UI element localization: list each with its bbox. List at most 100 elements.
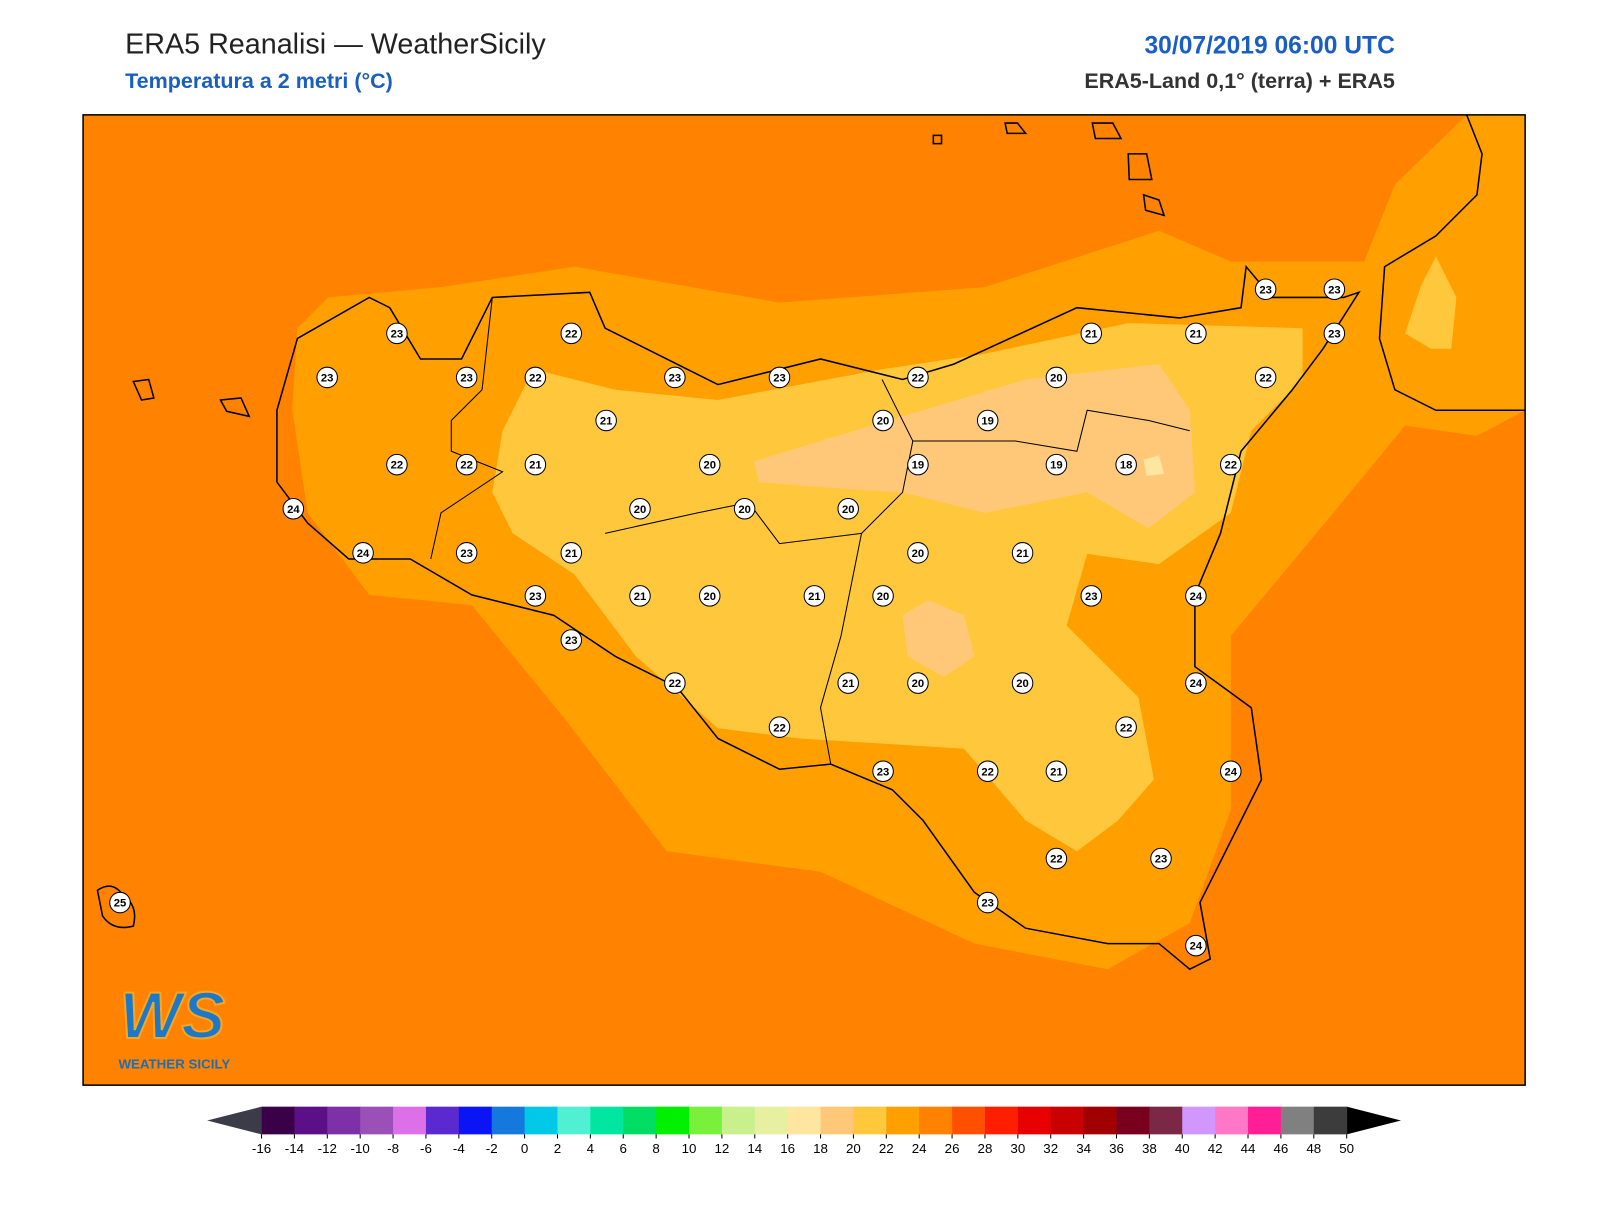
station-value: 20 bbox=[1050, 373, 1063, 385]
station-value: 21 bbox=[600, 416, 613, 428]
station-value: 22 bbox=[981, 766, 994, 778]
colorbar-tick-label: 28 bbox=[978, 1141, 993, 1156]
station-marker bbox=[1011, 672, 1034, 694]
station-marker bbox=[629, 585, 651, 607]
colorbar-swatch bbox=[656, 1106, 690, 1135]
islands bbox=[132, 122, 1166, 418]
colorbar-swatch bbox=[1248, 1106, 1282, 1135]
station-value: 24 bbox=[287, 504, 300, 516]
station-marker bbox=[976, 409, 999, 432]
station-marker bbox=[907, 453, 929, 476]
station-value: 22 bbox=[460, 460, 473, 472]
station-marker bbox=[1254, 278, 1277, 300]
station-marker bbox=[1115, 453, 1137, 476]
colorbar-tick-label: 26 bbox=[945, 1141, 960, 1156]
province-borders bbox=[912, 409, 1190, 452]
colorbar-under bbox=[207, 1106, 262, 1135]
station-marker bbox=[1045, 453, 1068, 476]
station-value: 21 bbox=[565, 548, 578, 560]
colorbar-swatch bbox=[820, 1106, 854, 1135]
colorbar-tick-label: 22 bbox=[879, 1141, 894, 1156]
colorbar-swatch bbox=[1083, 1106, 1118, 1135]
map: 23 22 23 23 22 23 23 22 21 21 23 23 23 20 22 21 20 19 22 22… bbox=[82, 114, 1526, 1086]
station-marker bbox=[698, 585, 721, 607]
zone-20-22 bbox=[1405, 256, 1457, 349]
station-value: 23 bbox=[981, 898, 994, 910]
colorbar-tick-label: 50 bbox=[1339, 1141, 1354, 1156]
colorbar-tick-label: -4 bbox=[453, 1141, 465, 1156]
colorbar-tick-label: 42 bbox=[1208, 1141, 1223, 1156]
station-value: 24 bbox=[1190, 678, 1203, 690]
station-value: 22 bbox=[1259, 373, 1272, 385]
colorbar-tick-label: -16 bbox=[252, 1141, 271, 1156]
colorbar-tick-label: 0 bbox=[521, 1141, 528, 1156]
station-marker bbox=[1185, 672, 1207, 694]
station-marker bbox=[455, 542, 478, 564]
station-value: 22 bbox=[529, 373, 542, 385]
station-value: 21 bbox=[634, 591, 647, 603]
colorbar-swatch bbox=[1215, 1106, 1249, 1135]
station-value: 18 bbox=[1120, 460, 1133, 472]
station-marker bbox=[1150, 847, 1172, 870]
zone-16-18 bbox=[1143, 455, 1165, 476]
station-marker bbox=[1045, 847, 1068, 870]
colorbar-swatch bbox=[919, 1106, 953, 1135]
station-marker bbox=[698, 453, 721, 476]
station-value: 23 bbox=[1155, 854, 1168, 866]
colorbar-over bbox=[1346, 1106, 1402, 1135]
station-value: 23 bbox=[773, 373, 786, 385]
colorbar-swatch bbox=[1050, 1106, 1085, 1135]
station-value: 20 bbox=[703, 591, 716, 603]
station-marker bbox=[907, 366, 929, 389]
station-marker bbox=[524, 366, 547, 389]
station-marker bbox=[524, 585, 547, 607]
station-marker bbox=[664, 366, 686, 389]
station-value: 20 bbox=[877, 591, 890, 603]
colorbar-tick-label: 48 bbox=[1306, 1141, 1321, 1156]
station-value: 23 bbox=[321, 373, 334, 385]
station-value: 22 bbox=[565, 328, 578, 340]
colorbar-tick-label: 8 bbox=[652, 1141, 659, 1156]
colorbar-swatch bbox=[1149, 1106, 1183, 1135]
colorbar-swatch bbox=[393, 1106, 427, 1135]
station-marker bbox=[664, 672, 686, 694]
station-value: 22 bbox=[773, 722, 786, 734]
colorbar-swatch bbox=[491, 1106, 526, 1135]
map-frame bbox=[82, 114, 1526, 1086]
station-marker bbox=[1080, 322, 1103, 345]
colorbar-tick-label: -6 bbox=[420, 1141, 432, 1156]
station-marker bbox=[386, 453, 408, 476]
station-value: 22 bbox=[912, 373, 925, 385]
colorbar-tick-label: 30 bbox=[1010, 1141, 1025, 1156]
station-value: 22 bbox=[391, 460, 404, 472]
province-borders bbox=[430, 297, 504, 560]
colorbar-swatch bbox=[952, 1106, 986, 1135]
station-value: 19 bbox=[1050, 460, 1063, 472]
station-value: 21 bbox=[1190, 328, 1203, 340]
station-value: 20 bbox=[912, 548, 925, 560]
station-value: 20 bbox=[1016, 678, 1029, 690]
colorbar-tick-label: 2 bbox=[554, 1141, 561, 1156]
colorbar: -16 -14 -12 -10 -8 -6 -4 -2 0 2 4 6 8 10 12 14 16 18 20 22 2… bbox=[207, 1106, 1402, 1156]
station-marker bbox=[524, 453, 547, 476]
station-value: 23 bbox=[460, 548, 473, 560]
station-marker bbox=[976, 891, 999, 914]
station-value: 21 bbox=[1050, 766, 1063, 778]
station-value: 20 bbox=[738, 504, 751, 516]
station-value: 23 bbox=[1328, 328, 1341, 340]
colorbar-swatch bbox=[623, 1106, 657, 1135]
station-marker bbox=[455, 366, 478, 389]
colorbar-swatch bbox=[524, 1106, 558, 1135]
colorbar-swatch bbox=[853, 1106, 887, 1135]
colorbar-tick-label: -10 bbox=[351, 1141, 370, 1156]
colorbar-tick-label: 38 bbox=[1142, 1141, 1157, 1156]
station-value: 19 bbox=[981, 416, 994, 428]
station-value: 23 bbox=[669, 373, 682, 385]
logo-text: WEATHER SICILY bbox=[118, 1057, 230, 1072]
colorbar-swatch bbox=[557, 1106, 591, 1135]
station-value: 21 bbox=[529, 460, 542, 472]
colorbar-tick-label: 4 bbox=[587, 1141, 595, 1156]
station-marker bbox=[837, 672, 859, 694]
station-marker bbox=[837, 497, 859, 520]
zone-18-20 bbox=[902, 600, 975, 677]
